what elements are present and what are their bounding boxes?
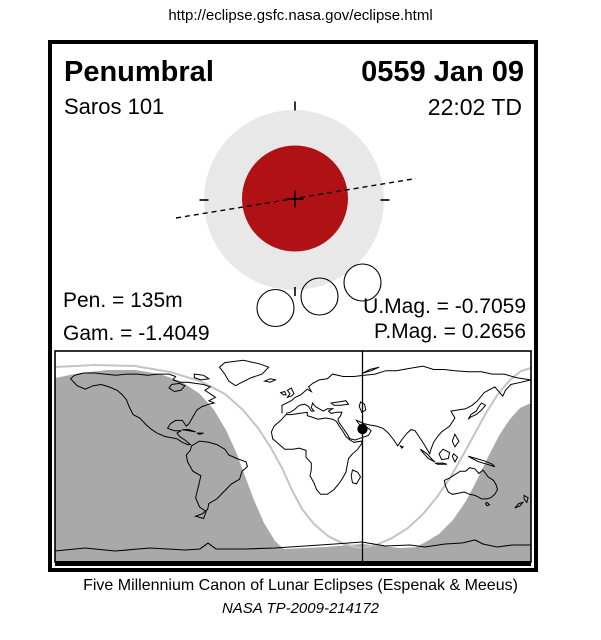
moon-zenith-dot (357, 423, 368, 435)
saros-series-label: Saros 101 (64, 94, 165, 119)
coastline (358, 401, 367, 414)
coastlines (69, 359, 531, 520)
visibility-limit-curve (55, 363, 531, 550)
coastline (467, 455, 496, 468)
shadow-axis-ticks (199, 101, 390, 296)
coastline (484, 501, 491, 507)
moon-position-circles (256, 263, 382, 328)
umbral-magnitude-stat: U.Mag. = -0.7059 (363, 295, 526, 318)
canon-title-footer: Five Millennium Canon of Lunar Eclipses … (83, 577, 518, 594)
coastline (337, 379, 531, 456)
penumbral-duration-stat: Pen. = 135m (63, 289, 183, 312)
not-visible-region-east (416, 403, 531, 561)
coastline (451, 453, 459, 463)
coastline (350, 469, 362, 485)
ecliptic-dashed-line (175, 177, 417, 219)
not-visible-region-south (55, 543, 531, 561)
source-url: http://eclipse.gsfc.nasa.gov/eclipse.htm… (168, 7, 433, 24)
coastline (467, 402, 487, 420)
nasa-report-number: NASA TP-2009-214172 (221, 600, 380, 617)
coastline (196, 432, 204, 435)
coastline (185, 440, 248, 520)
coastline (438, 448, 451, 461)
coastline (286, 387, 295, 399)
coastline (263, 378, 278, 383)
moon-at-p4 (343, 263, 382, 302)
diagram-frame (48, 40, 538, 572)
coastline (434, 462, 448, 465)
not-visible-region-west (55, 370, 287, 561)
greatest-eclipse-time-label: 22:02 TD (427, 94, 522, 120)
coastline (443, 467, 499, 500)
coastline (69, 372, 217, 446)
eclipse-type-label: Penumbral (64, 56, 214, 88)
coastline (279, 390, 287, 396)
eclipse-date-label: 0559 Jan 09 (361, 56, 524, 88)
antarctic-coastline (55, 539, 531, 552)
coastline (330, 400, 350, 406)
coastline (182, 429, 196, 433)
shadow-diagram (175, 101, 417, 328)
coastline (281, 365, 531, 414)
coastline (399, 444, 405, 449)
coastline (218, 359, 270, 387)
coastline (451, 433, 460, 448)
moon-at-p1 (256, 288, 295, 328)
coastline (285, 401, 343, 420)
visibility-map (55, 351, 531, 562)
coastline (514, 501, 525, 509)
coastline (362, 366, 380, 374)
coastline (168, 382, 186, 393)
coastline (419, 448, 436, 463)
gamma-stat: Gam. = -1.4049 (63, 322, 210, 345)
coastline (523, 494, 529, 504)
penumbral-magnitude-stat: P.Mag. = 0.2656 (374, 320, 526, 343)
coastline (193, 373, 211, 381)
moon-at-greatest (300, 277, 339, 316)
coastline (270, 411, 363, 495)
